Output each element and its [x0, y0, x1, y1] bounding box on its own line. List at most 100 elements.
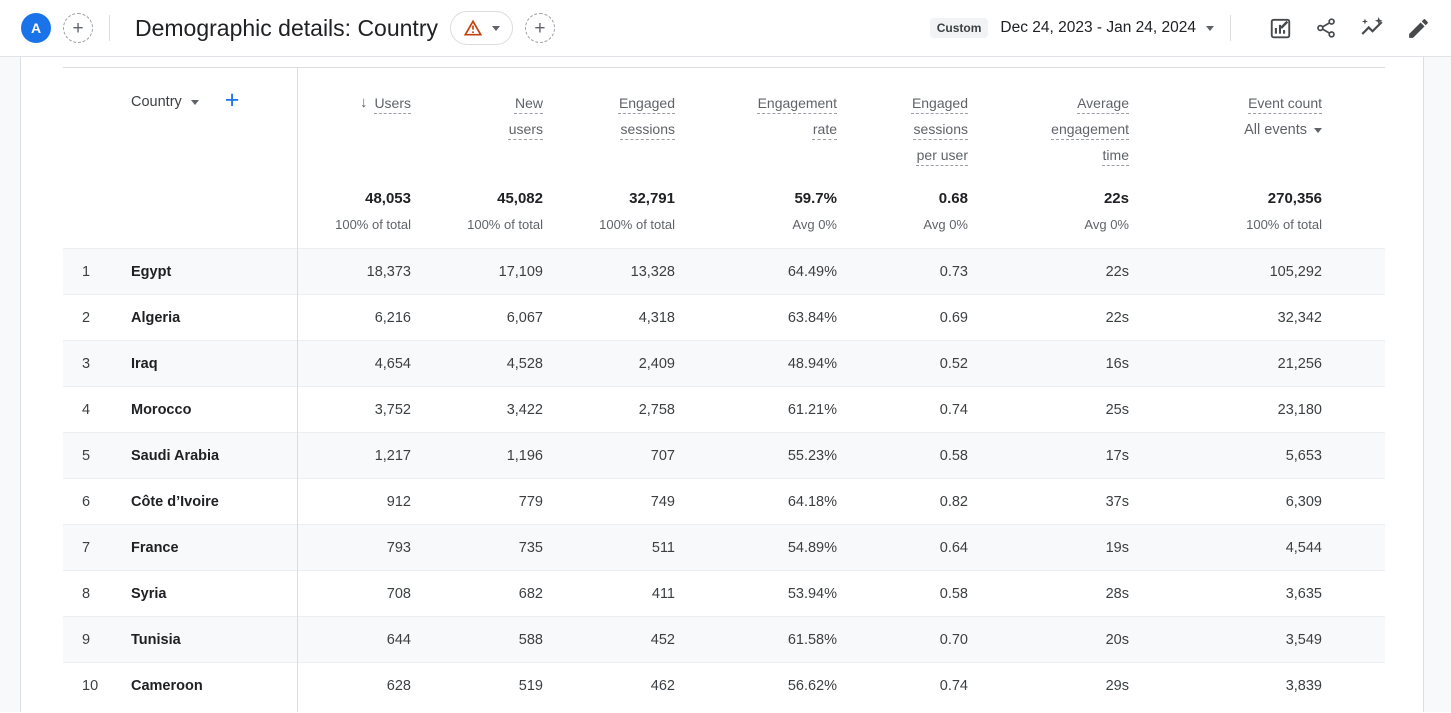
row-country: Syria: [131, 585, 167, 602]
total-cell: 59.7% Avg 0%: [675, 176, 837, 248]
share-icon[interactable]: [1313, 15, 1339, 41]
metric-value: 2,758: [638, 401, 675, 418]
metric-value: 4,318: [638, 309, 675, 326]
column-header-label[interactable]: Engaged sessions: [618, 95, 675, 137]
date-range-type-badge: Custom: [929, 18, 989, 38]
chevron-down-icon[interactable]: [1206, 25, 1214, 31]
column-header-label[interactable]: Engaged sessions per user: [911, 95, 968, 163]
metric-value: 749: [650, 493, 675, 510]
metric-value: 32,342: [1277, 309, 1322, 326]
metric-value: 628: [386, 677, 411, 694]
row-country: Algeria: [131, 309, 181, 326]
metric-value: 22s: [1105, 309, 1129, 326]
plus-icon: +: [72, 17, 84, 39]
row-dimension-cell: 9 Tunisia: [63, 617, 297, 662]
metric-value: 6,309: [1285, 493, 1322, 510]
add-dimension-button[interactable]: +: [224, 86, 240, 114]
total-subtext: Avg 0%: [923, 217, 968, 232]
row-country: France: [131, 539, 179, 556]
row-dimension-cell: 3 Iraq: [63, 341, 297, 386]
total-cell: 32,791 100% of total: [543, 176, 675, 248]
metric-value: 511: [651, 539, 675, 556]
metric-value: 2,409: [638, 355, 675, 372]
metric-value: 708: [386, 585, 411, 602]
metric-value: 20s: [1105, 631, 1129, 648]
metric-value: 0.69: [939, 309, 968, 326]
total-value: 32,791: [629, 190, 675, 207]
add-comparison-button[interactable]: +: [63, 13, 93, 43]
page-title: Demographic details: Country: [135, 14, 438, 41]
edit-icon[interactable]: [1405, 15, 1431, 41]
metric-value: 61.21%: [787, 401, 837, 418]
column-header-label[interactable]: Users: [374, 95, 411, 111]
column-header-label[interactable]: Average engagement time: [1051, 95, 1129, 163]
row-country: Saudi Arabia: [131, 447, 220, 464]
metric-value: 22s: [1105, 263, 1129, 280]
metric-value: 56.62%: [787, 677, 837, 694]
metric-value: 5,653: [1285, 447, 1322, 464]
total-subtext: 100% of total: [467, 217, 543, 232]
metric-value: 19s: [1105, 539, 1129, 556]
total-value: 22s: [1103, 190, 1129, 207]
metric-value: 13,328: [630, 263, 675, 280]
metric-value: 4,528: [506, 355, 543, 372]
metric-value: 61.58%: [787, 631, 837, 648]
report-content: Country + ↓ Users New users Engaged sess…: [0, 57, 1451, 712]
add-card-button[interactable]: +: [524, 13, 555, 43]
table-row: 9 Tunisia 644 588 452 61.58% 0.70 20s 3,…: [63, 616, 1385, 662]
row-country: Iraq: [131, 355, 158, 372]
right-scrollbar-track[interactable]: [1423, 57, 1451, 712]
column-header-new-users: New users: [411, 68, 543, 176]
app-header: A + Demographic details: Country + Custo…: [0, 0, 1451, 57]
column-header-label[interactable]: Event count: [1248, 95, 1322, 111]
metric-value: 64.49%: [787, 263, 837, 280]
row-index: 3: [82, 355, 91, 372]
total-subtext: 100% of total: [335, 217, 411, 232]
metric-value: 18,373: [366, 263, 411, 280]
metric-value: 37s: [1105, 493, 1129, 510]
table-row: 8 Syria 708 682 411 53.94% 0.58 28s 3,63…: [63, 570, 1385, 616]
dimension-selector[interactable]: Country: [131, 94, 182, 110]
metric-value: 411: [651, 585, 675, 602]
sort-descending-icon: ↓: [359, 94, 368, 111]
column-header-label[interactable]: New users: [508, 95, 543, 137]
metric-value: 3,839: [1285, 677, 1322, 694]
warning-triangle-icon: [463, 18, 483, 38]
column-header-label[interactable]: Engagement rate: [757, 95, 837, 137]
row-country: Tunisia: [131, 631, 181, 648]
event-filter-selector[interactable]: All events: [1129, 117, 1322, 143]
data-quality-badge[interactable]: [449, 11, 513, 45]
customize-report-icon: [1268, 16, 1293, 41]
row-index: 4: [82, 401, 91, 418]
row-dimension-cell: 8 Syria: [63, 571, 297, 616]
metric-value: 25s: [1105, 401, 1129, 418]
metric-value: 779: [518, 493, 543, 510]
metric-value: 0.58: [939, 585, 968, 602]
report-table: Country + ↓ Users New users Engaged sess…: [63, 67, 1385, 712]
row-country: Cameroon: [131, 677, 203, 694]
account-avatar[interactable]: A: [21, 13, 51, 43]
row-index: 10: [82, 677, 99, 694]
column-header-users: ↓ Users: [297, 68, 411, 176]
metric-value: 54.89%: [787, 539, 837, 556]
metric-value: 6,216: [374, 309, 411, 326]
chevron-down-icon[interactable]: [190, 100, 199, 105]
metric-value: 735: [518, 539, 543, 556]
insights-icon[interactable]: [1359, 15, 1385, 41]
row-index: 6: [82, 493, 91, 510]
metric-value: 0.70: [939, 631, 968, 648]
total-value: 270,356: [1267, 190, 1322, 207]
metric-value: 21,256: [1277, 355, 1322, 372]
total-value: 48,053: [365, 190, 411, 207]
row-dimension-cell: 2 Algeria: [63, 295, 297, 340]
table-header-row: Country + ↓ Users New users Engaged sess…: [63, 68, 1385, 176]
metric-value: 707: [650, 447, 675, 464]
total-value: 59.7%: [794, 190, 837, 207]
metric-value: 1,196: [506, 447, 543, 464]
date-range-selector[interactable]: Dec 24, 2023 - Jan 24, 2024: [1000, 19, 1196, 36]
row-dimension-cell: 4 Morocco: [63, 387, 297, 432]
metric-value: 29s: [1105, 677, 1129, 694]
total-value: 0.68: [938, 190, 968, 207]
customize-report-button[interactable]: [1267, 15, 1293, 41]
chevron-down-icon: [491, 25, 500, 31]
